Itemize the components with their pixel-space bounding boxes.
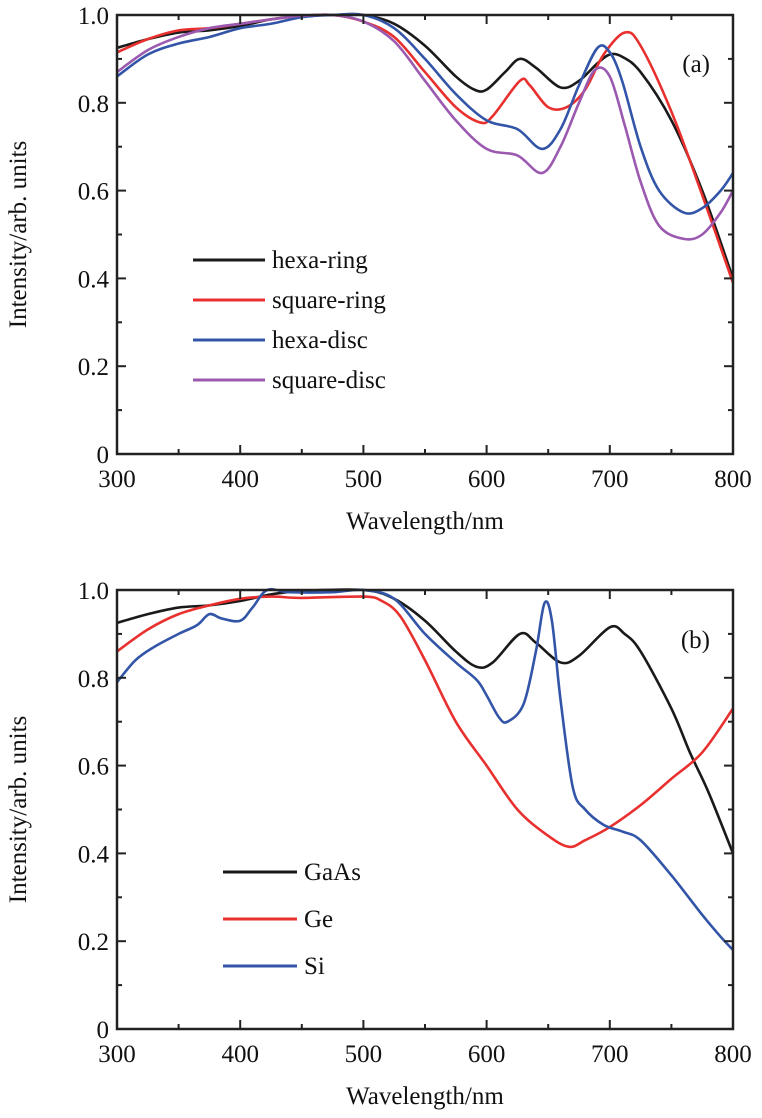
x-tick-label: 400 xyxy=(221,466,259,493)
x-tick-label: 300 xyxy=(98,466,136,493)
y-tick-label: 0.8 xyxy=(78,666,109,693)
legend: GaAs Ge Si xyxy=(223,859,361,980)
y-tick-label: 0.2 xyxy=(78,929,109,956)
legend-label: GaAs xyxy=(304,859,361,886)
legend-label: Si xyxy=(304,953,325,980)
legend-label: square-disc xyxy=(272,367,386,394)
y-tick-label: 0.6 xyxy=(78,179,109,206)
x-tick-label: 300 xyxy=(98,1041,136,1068)
y-axis-label: Intensity/arb. units xyxy=(5,141,32,328)
x-tick-label: 700 xyxy=(591,466,629,493)
legend: hexa-ring square-ring hexa-disc square-disc xyxy=(193,247,386,394)
x-tick-label: 500 xyxy=(345,466,383,493)
x-tick-label: 800 xyxy=(714,466,752,493)
y-axis-label: Intensity/arb. units xyxy=(5,716,32,903)
x-tick-label: 400 xyxy=(221,1041,259,1068)
series-line-hexa-disc xyxy=(116,12,735,215)
series-line-hexa-ring xyxy=(116,13,735,279)
legend-label: hexa-disc xyxy=(272,327,368,354)
series-line-ge xyxy=(116,595,735,849)
panel-label: (a) xyxy=(682,51,710,78)
plot-frame xyxy=(115,588,735,1031)
y-tick-label: 0.4 xyxy=(78,266,110,293)
chart-panel-b: 300 400 500 600 700 800 0 0.2 0.4 0.6 0.8 1.0 Wavele… xyxy=(5,578,752,1110)
y-tick-label: 0 xyxy=(97,442,110,469)
chart-panel-a: 300 400 500 600 700 800 0 0.2 0.4 0.6 0.8 1.0 Wavele… xyxy=(5,3,752,535)
series-line-gaas xyxy=(116,588,735,854)
y-tick-label: 0.8 xyxy=(78,91,109,118)
legend-label: hexa-ring xyxy=(272,247,368,274)
legend-label: square-ring xyxy=(272,287,386,314)
x-tick-label: 600 xyxy=(468,466,506,493)
y-tick-label: 0.4 xyxy=(78,841,110,868)
x-tick-label: 500 xyxy=(345,1041,383,1068)
series-line-si xyxy=(116,587,734,951)
x-axis-label: Wavelength/nm xyxy=(346,508,504,535)
legend-label: Ge xyxy=(304,906,333,933)
y-tick-label: 1.0 xyxy=(78,3,109,30)
series-line-square-disc xyxy=(116,13,735,241)
y-tick-label: 0.2 xyxy=(78,354,109,381)
y-tick-label: 0 xyxy=(97,1017,110,1044)
y-tick-label: 1.0 xyxy=(78,578,109,605)
x-tick-label: 700 xyxy=(591,1041,629,1068)
x-axis-label: Wavelength/nm xyxy=(346,1083,504,1110)
panel-label: (b) xyxy=(681,627,710,654)
y-tick-label: 0.6 xyxy=(78,754,109,781)
x-tick-label: 800 xyxy=(714,1041,752,1068)
x-tick-label: 600 xyxy=(468,1041,506,1068)
